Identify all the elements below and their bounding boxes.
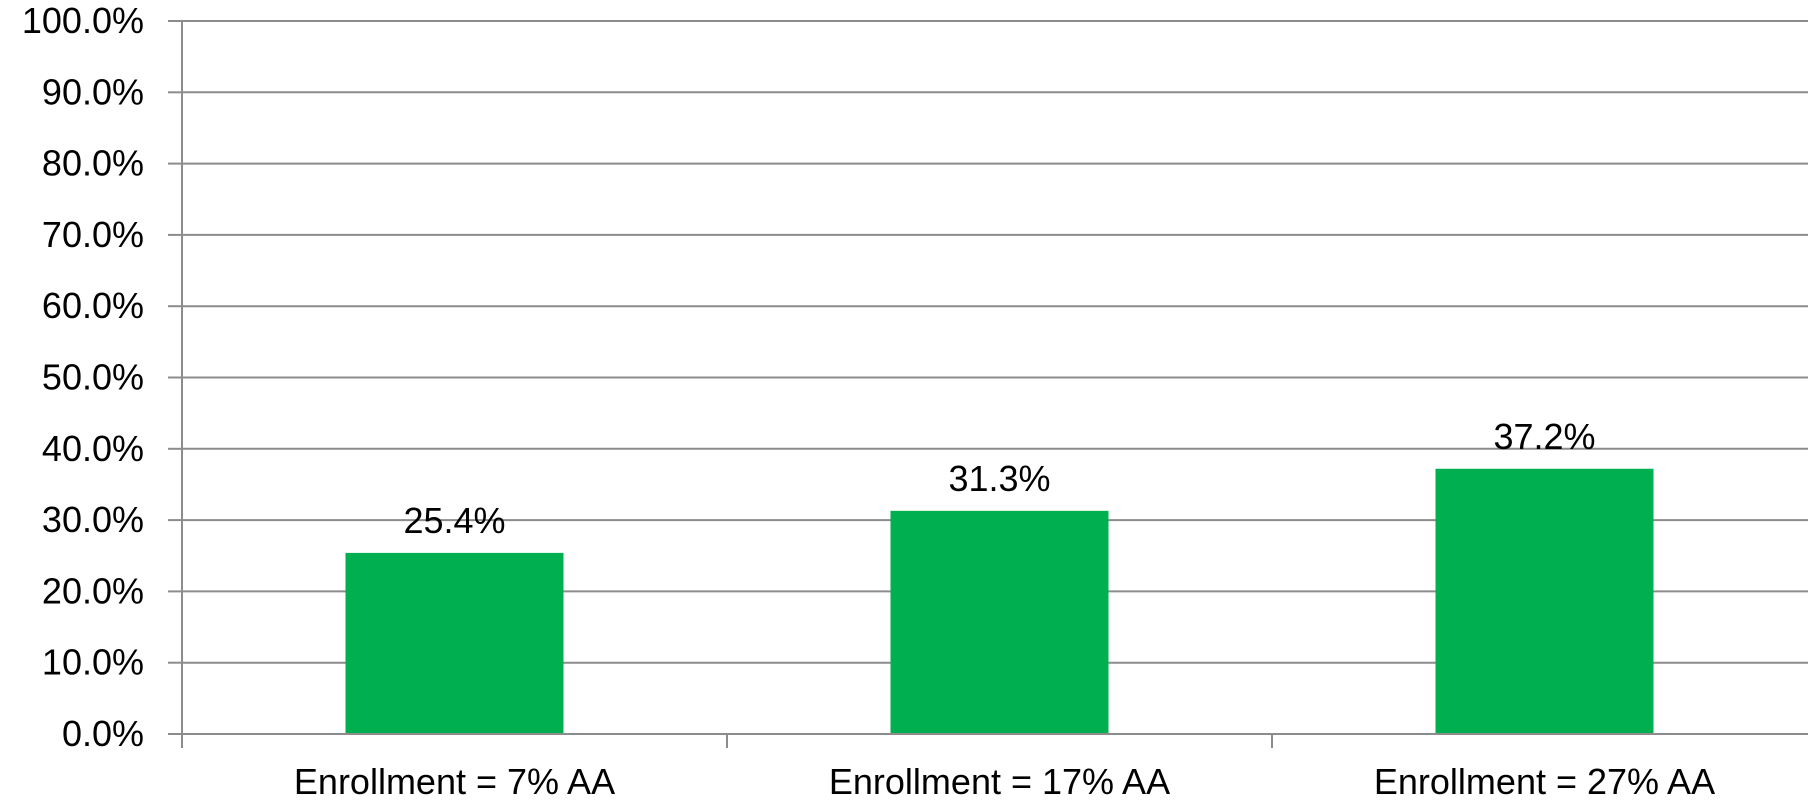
x-category-label: Enrollment = 27% AA (1374, 761, 1715, 802)
bar-value-label: 31.3% (948, 458, 1050, 499)
y-tick-label: 20.0% (42, 570, 144, 611)
y-tick-label: 100.0% (22, 0, 144, 41)
y-tick-label: 40.0% (42, 428, 144, 469)
axes (168, 20, 1808, 748)
y-tick-label: 70.0% (42, 214, 144, 255)
y-tick-label: 10.0% (42, 642, 144, 683)
bars (345, 468, 1654, 734)
y-tick-label: 50.0% (42, 357, 144, 398)
x-category-label: Enrollment = 7% AA (294, 761, 615, 802)
y-tick-label: 60.0% (42, 285, 144, 326)
y-tick-label: 0.0% (62, 713, 144, 754)
bar-value-label: 25.4% (403, 500, 505, 541)
y-tick-label: 80.0% (42, 143, 144, 184)
x-category-label: Enrollment = 17% AA (829, 761, 1170, 802)
y-tick-label: 30.0% (42, 499, 144, 540)
bar-value-label: 37.2% (1493, 416, 1595, 457)
y-tick-label: 90.0% (42, 71, 144, 112)
bar (890, 510, 1109, 734)
data-labels: 25.4% 31.3% 37.2% (403, 416, 1595, 541)
bar (1435, 468, 1654, 734)
x-axis-category-labels: Enrollment = 7% AA Enrollment = 17% AA Enr… (294, 761, 1715, 802)
y-axis-tick-labels: 0.0% 10.0% 20.0% 30.0% 40.0% 50.0% 60.0% 70.0% 8… (22, 0, 144, 754)
bar (345, 552, 564, 734)
